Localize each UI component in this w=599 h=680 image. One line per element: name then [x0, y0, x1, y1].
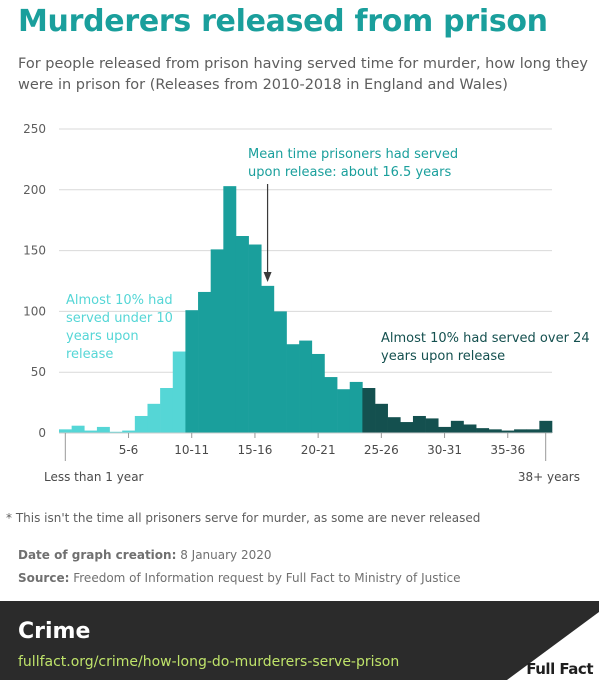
x-tick-label: 20-21 [301, 443, 336, 457]
histogram-bar [273, 311, 287, 433]
histogram-bar [375, 403, 388, 433]
date-value: 8 January 2020 [180, 548, 272, 562]
y-tick-label: 150 [23, 244, 46, 258]
histogram-bar [311, 353, 325, 433]
histogram-bar [210, 249, 224, 433]
histogram-bar [387, 417, 401, 433]
full-fact-logo-text: Full Fact [526, 660, 593, 678]
mean-annotation: Mean time prisoners had served upon rele… [248, 147, 459, 180]
histogram-bar [400, 422, 414, 433]
x-tick-label: 35-36 [490, 443, 525, 457]
histogram-bar [488, 429, 502, 433]
histogram-bar [172, 351, 186, 433]
x-tick-label: 5-6 [119, 443, 139, 457]
histogram-bar [299, 340, 313, 433]
histogram-bar [235, 236, 249, 433]
histogram-bar [198, 291, 211, 433]
chart-title: Murderers released from prison [18, 4, 548, 39]
footer-url-link[interactable]: fullfact.org/crime/how-long-do-murderers… [18, 654, 400, 670]
end-label-right: 38+ years [518, 470, 580, 484]
histogram-bar [526, 429, 540, 433]
source-line: Source: Freedom of Information request b… [18, 571, 460, 585]
mean-arrow-head [263, 272, 272, 282]
histogram-bar [450, 420, 464, 433]
histogram-bar [109, 431, 123, 433]
histogram-bar [501, 430, 515, 433]
histogram-bar [59, 429, 72, 433]
full-fact-logo-icon [507, 612, 599, 680]
footnote: * This isn't the time all prisoners serv… [6, 511, 481, 525]
histogram-bar [438, 426, 452, 433]
source-value: Freedom of Information request by Full F… [73, 571, 461, 585]
histogram-chart: 0 50 100 150 200 250 5-6 10-11 15-16 20-21 25-26 30… [23, 122, 580, 484]
over-24-annotation: Almost 10% had served over 24 years upon… [381, 331, 590, 364]
histogram-bar [223, 186, 237, 433]
histogram-bar [134, 415, 148, 433]
histogram-bar [412, 415, 426, 433]
source-label: Source: [18, 571, 70, 585]
histogram-bar [337, 389, 351, 433]
y-tick-label: 0 [38, 426, 46, 440]
histogram-bar [122, 430, 136, 433]
x-tick-label: 15-16 [237, 443, 272, 457]
x-tick-label: 10-11 [174, 443, 209, 457]
date-line: Date of graph creation: 8 January 2020 [18, 548, 272, 562]
footer-section-name: Crime [18, 619, 91, 644]
histogram-bar [476, 428, 490, 433]
x-tick-label: 30-31 [427, 443, 462, 457]
histogram-bar [147, 403, 161, 433]
histogram-bar [71, 425, 85, 433]
histogram-bar [425, 418, 439, 433]
histogram-bar [514, 429, 528, 433]
histogram-bar [463, 424, 477, 433]
histogram-bar [96, 426, 110, 433]
histogram-bar [160, 388, 174, 433]
histogram-bar [286, 344, 300, 433]
histogram-bar [84, 430, 98, 433]
histogram-bar [349, 381, 363, 433]
date-label: Date of graph creation: [18, 548, 177, 562]
y-tick-label: 50 [31, 365, 46, 379]
end-label-left: Less than 1 year [44, 470, 144, 484]
y-tick-label: 100 [23, 304, 46, 318]
histogram-bar [185, 310, 199, 433]
y-tick-label: 200 [23, 183, 46, 197]
histogram-bar [362, 388, 376, 433]
chart-subtitle: For people released from prison having s… [18, 56, 588, 93]
under-10-annotation: Almost 10% had served under 10 years upo… [66, 293, 173, 362]
footer-bar: Crime fullfact.org/crime/how-long-do-mur… [0, 601, 599, 680]
histogram-bar [248, 244, 262, 433]
x-tick-label: 25-26 [364, 443, 399, 457]
y-tick-label: 250 [23, 122, 46, 136]
histogram-bar [539, 420, 553, 433]
histogram-bar [261, 285, 275, 433]
histogram-bar [324, 377, 338, 433]
